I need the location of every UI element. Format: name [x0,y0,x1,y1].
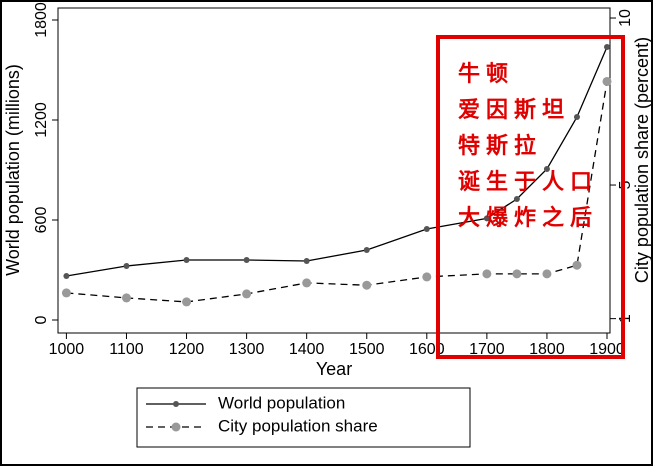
marker [183,257,190,263]
legend-marker [171,422,181,432]
y-tick-label: 600 [33,207,50,234]
y-tick-label: 1800 [33,2,50,38]
marker [243,257,250,263]
legend-marker [173,401,179,407]
plot-area [57,7,611,334]
marker [362,280,372,290]
annotation-box [436,35,625,359]
y-tick-label: 0 [33,315,50,324]
legend [136,387,471,448]
marker [303,258,310,264]
y-axis-label: World population (millions) [3,64,23,276]
x-tick-label: 1700 [469,341,505,358]
x-tick-label: 1100 [109,341,144,358]
x-tick-label: 1600 [409,341,445,358]
x-tick-label: 1300 [229,341,265,358]
marker [542,269,552,279]
legend-label: City population share [218,416,378,435]
annotation-text: 牛顿 [458,61,514,87]
x-tick-label: 1000 [49,341,85,358]
marker [363,247,370,253]
marker [603,44,610,50]
y2-axis-label: City population share (percent) [632,37,652,283]
marker [123,263,130,269]
x-tick-label: 1800 [529,341,565,358]
marker [482,269,492,279]
marker [242,289,252,299]
marker [572,260,582,270]
marker [61,288,71,298]
marker [543,166,550,172]
annotation-text: 爱因斯坦 [458,97,570,123]
legend-label: World population [218,393,345,412]
annotation-text: 诞生于人口 [458,170,598,195]
x-tick-label: 1900 [589,341,625,358]
y-tick-label: 1200 [33,102,50,138]
marker [182,297,192,307]
series-line [66,46,608,277]
marker [302,278,312,288]
marker [63,273,70,279]
marker [422,272,432,282]
annotation-text: 大爆炸之后 [458,205,598,231]
marker [513,196,520,202]
x-axis-label: Year [316,359,352,379]
x-tick-label: 1200 [169,341,205,358]
series-line [66,81,608,303]
x-tick-label: 1500 [349,341,385,358]
y2-tick-label: 5 [617,180,634,189]
y2-tick-label: 1 [617,314,634,323]
marker [602,76,612,86]
y2-tick-label: 10 [617,9,634,27]
marker [512,269,522,279]
marker [483,215,490,222]
marker [121,293,131,303]
x-tick-label: 1400 [289,341,325,358]
annotation-text: 特斯拉 [458,133,542,159]
marker [573,114,580,120]
marker [423,226,430,232]
